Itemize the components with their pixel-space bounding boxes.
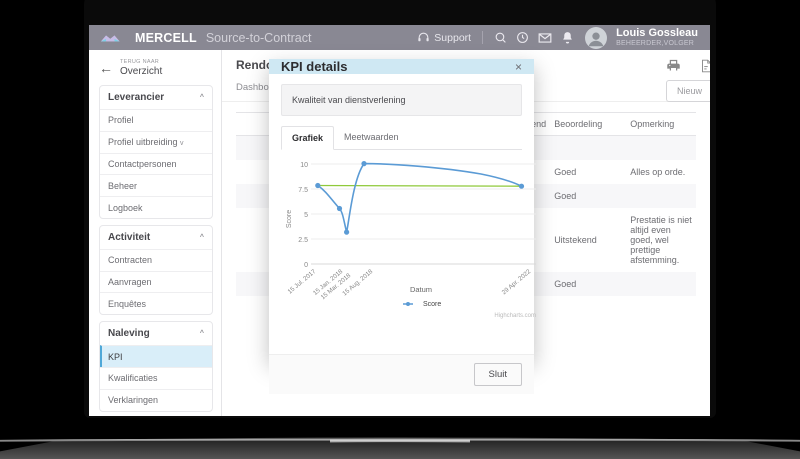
svg-text:2.5: 2.5 [298, 237, 308, 244]
svg-text:Datum: Datum [410, 285, 432, 294]
svg-text:0: 0 [304, 262, 308, 269]
svg-text:29 Apr. 2022: 29 Apr. 2022 [501, 268, 533, 296]
svg-text:5: 5 [304, 212, 308, 219]
svg-text:Score: Score [286, 210, 293, 228]
svg-text:Score: Score [423, 301, 441, 308]
svg-text:Highcharts.com: Highcharts.com [494, 313, 536, 319]
svg-text:7.5: 7.5 [298, 187, 308, 194]
svg-text:10: 10 [300, 162, 308, 169]
